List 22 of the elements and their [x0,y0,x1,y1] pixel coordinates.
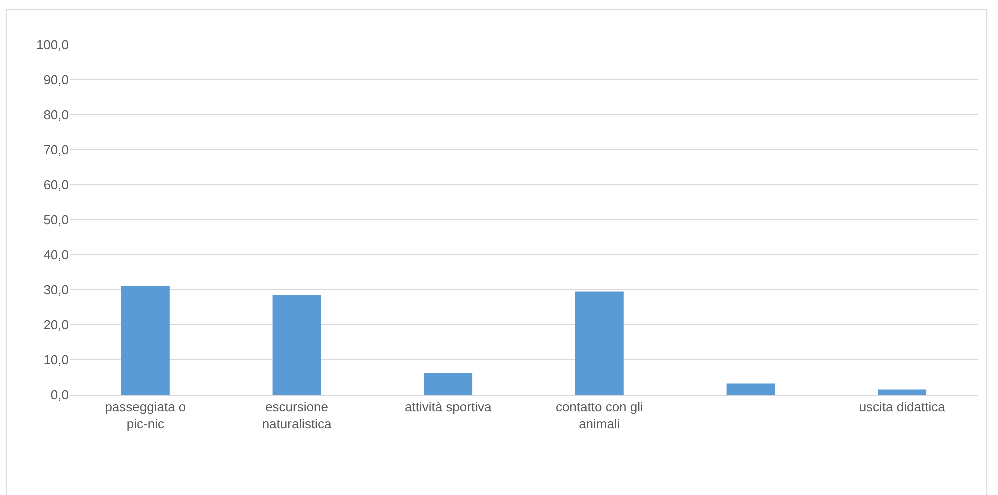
bar [726,384,776,395]
x-tick-label: uscita didattica [859,400,946,415]
y-tick-label: 0,0 [50,388,69,403]
x-tick-label: attività sportiva [404,400,492,415]
y-tick-label: 90,0 [44,72,69,88]
bar [424,372,473,395]
x-tick-label: passeggiata o pic-nic [105,400,186,432]
x-tick-label: contatto con gli animali [556,400,644,432]
y-tick-label: 30,0 [44,282,69,298]
bar [272,295,322,395]
y-tick-label: 100,0 [36,38,69,53]
bar [121,286,170,395]
y-tick-label: 70,0 [44,142,69,158]
bar [878,390,927,395]
bar [575,292,624,395]
y-tick-label: 10,0 [44,352,69,368]
y-tick-label: 50,0 [44,212,69,228]
x-tick-label: escursione naturalistica [262,400,332,432]
y-tick-label: 80,0 [44,108,69,123]
y-tick-label: 20,0 [44,318,69,333]
y-tick-label: 60,0 [44,178,69,193]
y-tick-label: 40,0 [44,248,69,263]
